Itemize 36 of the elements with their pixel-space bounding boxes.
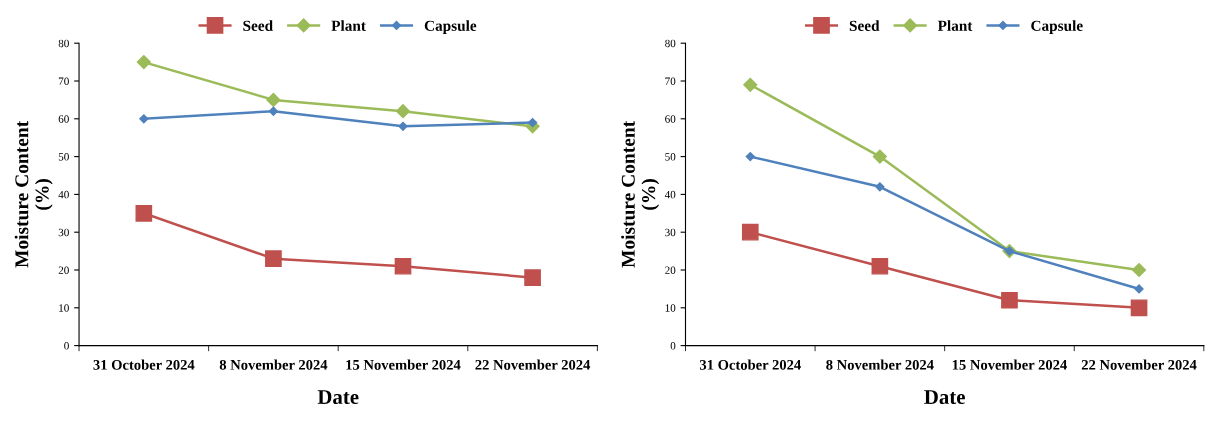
y-tick-label: 50 <box>58 153 69 161</box>
x-tick-label: 31 October 2024 <box>699 359 801 370</box>
y-tick-label: 10 <box>665 304 676 312</box>
x-tick-label: 15 November 2024 <box>346 359 461 370</box>
legend-label: Plant <box>331 20 366 31</box>
y-tick-label: 20 <box>665 266 676 274</box>
y-tick-label: 0 <box>670 342 676 350</box>
legend-label: Seed <box>243 20 273 31</box>
y-tick-label: 70 <box>58 77 69 85</box>
y-tick-label: 30 <box>58 228 69 237</box>
y-tick-label: 30 <box>665 228 676 237</box>
x-tick-label: 8 November 2024 <box>826 359 934 370</box>
x-tick-label: 8 November 2024 <box>219 359 328 370</box>
y-tick-label: 50 <box>665 153 676 161</box>
y-tick-label: 60 <box>58 115 69 123</box>
y-tick-label: 20 <box>58 266 69 274</box>
y-tick-label: 40 <box>664 190 676 199</box>
y-axis-title: Moisture Content (%) <box>621 120 660 268</box>
x-tick-label: 22 November 2024 <box>1081 359 1197 370</box>
legend-label: Capsule <box>424 20 477 35</box>
y-tick-label: 60 <box>665 115 676 123</box>
x-tick-label: 31 October 2024 <box>93 359 195 370</box>
legend-label: Plant <box>937 20 973 31</box>
x-axis-title: Date <box>317 390 359 405</box>
y-tick-label: 10 <box>59 304 69 312</box>
x-tick-label: 15 November 2024 <box>952 359 1067 370</box>
y-tick-label: 80 <box>58 39 69 48</box>
x-tick-label: 22 November 2024 <box>475 359 591 370</box>
y-tick-label: 40 <box>58 190 69 199</box>
y-tick-label: 70 <box>665 77 676 85</box>
legend-label: Seed <box>849 20 880 31</box>
y-tick-label: 80 <box>665 39 676 48</box>
legend-label: Capsule <box>1031 20 1083 35</box>
x-axis-title: Date <box>924 390 965 405</box>
y-axis-title: Moisture Content (%) <box>14 120 53 268</box>
y-tick-label: 0 <box>64 342 69 350</box>
